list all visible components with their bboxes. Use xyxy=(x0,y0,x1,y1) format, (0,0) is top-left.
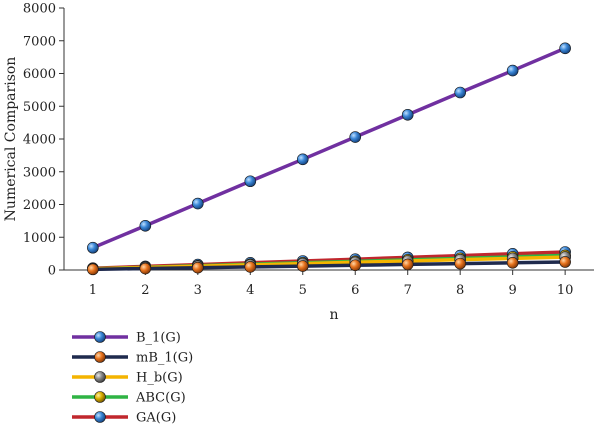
legend-label: H_b(G) xyxy=(136,371,183,386)
y-axis-title: Numerical Comparison xyxy=(3,57,19,222)
data-point xyxy=(401,108,414,121)
data-point xyxy=(454,86,466,99)
x-tick-label: 1 xyxy=(89,283,97,298)
data-point xyxy=(296,260,309,272)
x-tick-label: 6 xyxy=(351,283,359,298)
data-point xyxy=(559,42,571,55)
y-tick-label: 6000 xyxy=(23,67,56,82)
data-point xyxy=(139,262,152,275)
legend-marker xyxy=(94,391,106,403)
legend: B_1(G) mB_1(G) H_b(G) ABC(G) GA(G) xyxy=(72,331,193,426)
data-point xyxy=(401,258,414,271)
data-point xyxy=(244,175,257,188)
y-tick-label: 0 xyxy=(48,264,56,279)
y-tick-label: 5000 xyxy=(23,100,56,115)
data-point xyxy=(192,197,204,210)
legend-item: ABC(G) xyxy=(72,391,186,406)
data-point xyxy=(559,256,571,268)
data-point xyxy=(244,261,257,273)
legend-item: mB_1(G) xyxy=(72,351,193,366)
y-tick-label: 4000 xyxy=(23,133,56,148)
y-tick-label: 8000 xyxy=(23,2,56,17)
legend-item: H_b(G) xyxy=(72,371,183,386)
data-point xyxy=(192,261,204,274)
data-point xyxy=(506,256,519,269)
legend-item: GA(G) xyxy=(72,411,176,426)
y-tick-label: 2000 xyxy=(23,198,56,213)
legend-label: B_1(G) xyxy=(136,331,181,346)
legend-marker xyxy=(94,411,106,423)
legend-label: mB_1(G) xyxy=(136,351,193,366)
legend-marker xyxy=(94,371,106,383)
legend-item: B_1(G) xyxy=(72,331,181,346)
legend-label: GA(G) xyxy=(136,411,176,426)
data-point xyxy=(87,263,99,276)
data-point xyxy=(139,219,152,232)
y-tick-label: 3000 xyxy=(23,165,56,180)
x-tick-label: 4 xyxy=(246,283,254,298)
data-point xyxy=(454,257,466,270)
legend-marker xyxy=(94,351,106,363)
data-point xyxy=(296,153,309,166)
series-line xyxy=(92,46,566,250)
x-tick-label: 7 xyxy=(404,283,412,298)
x-axis-title: n xyxy=(329,307,338,323)
x-tick-label: 9 xyxy=(509,283,517,298)
data-point xyxy=(349,259,362,272)
x-tick-label: 5 xyxy=(299,283,307,298)
axes: 0 1000 2000 3000 4000 5000 6000 7000 8000 1 2 3 4 5 6 7… xyxy=(3,2,594,323)
y-tick-label: 1000 xyxy=(23,231,56,246)
y-tick-label: 7000 xyxy=(23,34,56,49)
legend-label: ABC(G) xyxy=(135,391,186,406)
data-point xyxy=(506,64,519,77)
series-line xyxy=(92,260,566,272)
data-point xyxy=(87,241,99,254)
legend-marker xyxy=(94,331,106,343)
x-tick-label: 8 xyxy=(456,283,464,298)
x-tick-label: 10 xyxy=(557,283,574,298)
x-tick-label: 2 xyxy=(141,283,149,298)
series-layer xyxy=(87,42,571,276)
data-point xyxy=(349,131,362,143)
series-1 xyxy=(87,42,571,254)
x-tick-label: 3 xyxy=(194,283,202,298)
series-2 xyxy=(87,256,571,276)
